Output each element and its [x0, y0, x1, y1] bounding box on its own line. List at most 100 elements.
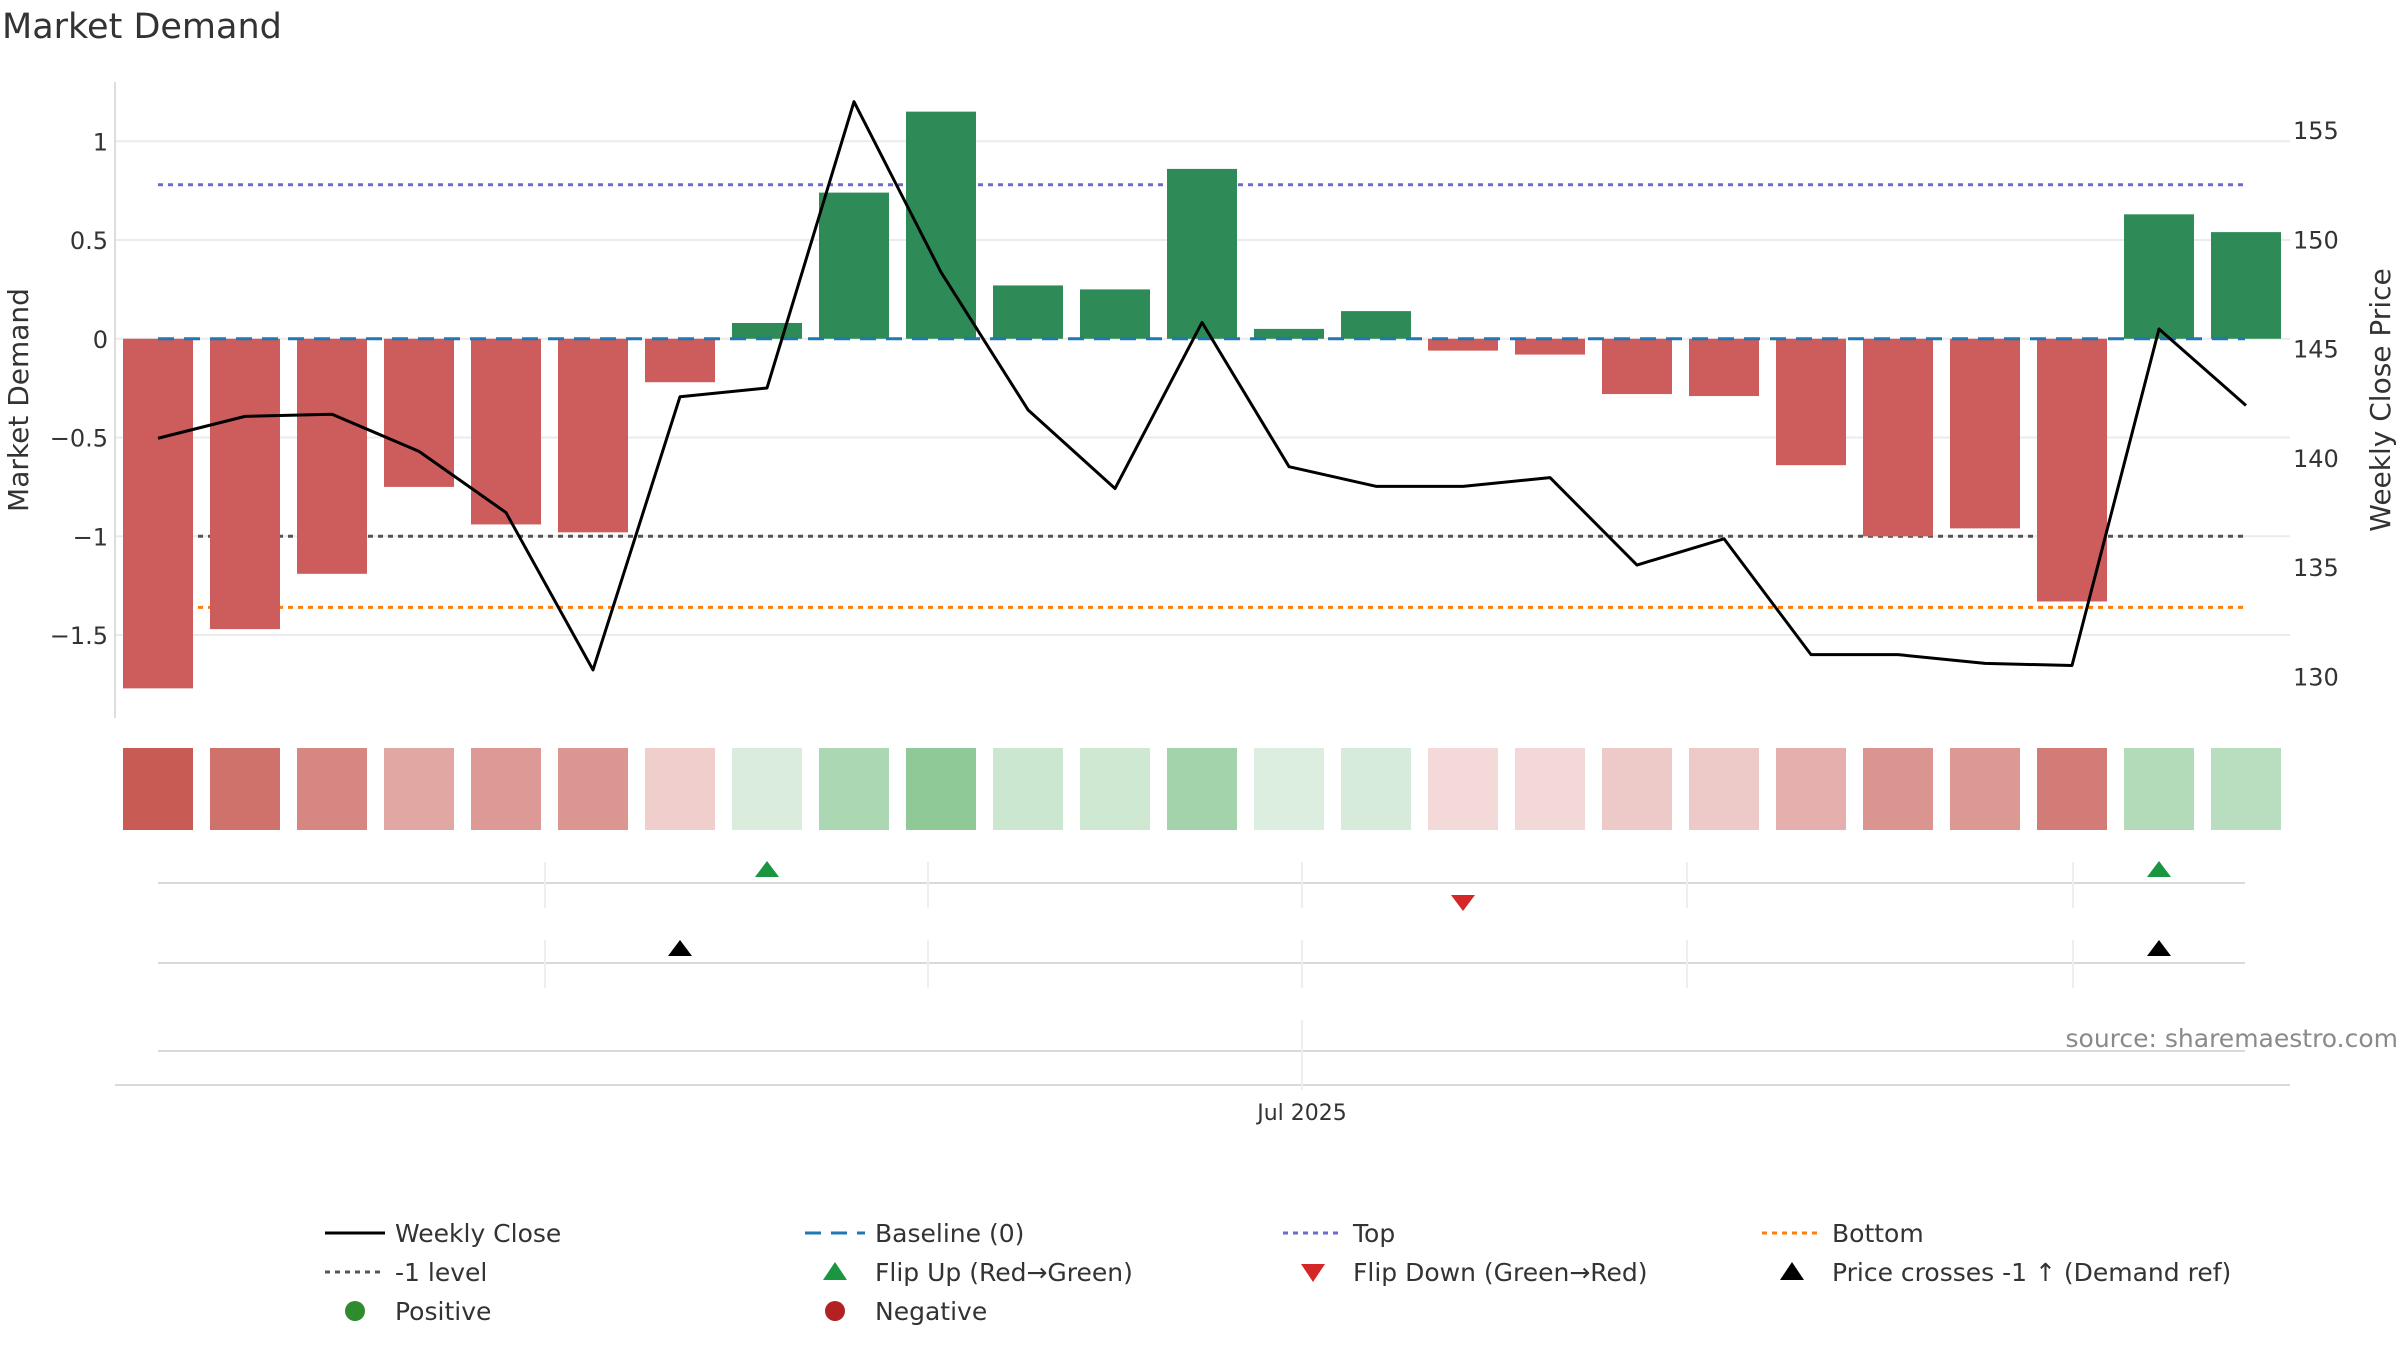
heat-cell: [993, 748, 1063, 830]
left-tick-label: 0: [93, 326, 108, 354]
heat-cell: [819, 748, 889, 830]
demand-bar-negative: [297, 338, 367, 574]
left-tick-label: −1: [73, 523, 108, 551]
axes: Market Demand Weekly Close Price: [2, 82, 2397, 718]
heat-cell: [1341, 748, 1411, 830]
heat-cell: [1602, 748, 1672, 830]
axis-ticks: 1 0.5 0 −0.5 −1 −1.5 155 150 145 140 135 130: [50, 117, 2339, 691]
demand-bar-positive: [1254, 328, 1324, 339]
heat-cell: [1863, 748, 1933, 830]
demand-bar-negative: [1428, 338, 1498, 351]
price-cross-marker-icon: [2147, 940, 2171, 956]
legend-item-positive: Positive: [345, 1297, 491, 1326]
demand-bar-negative: [1602, 338, 1672, 395]
demand-bar-negative: [1689, 338, 1759, 397]
heat-cell: [558, 748, 628, 830]
legend: Weekly Close Baseline (0) Top Bottom -1 …: [325, 1219, 2231, 1326]
demand-bar-positive: [1080, 289, 1150, 339]
heat-cell: [2211, 748, 2281, 830]
legend-swatch-flip-down-icon: [1301, 1264, 1325, 1282]
date-axis-panel: Jul 2025: [115, 1020, 2290, 1126]
legend-label-negative: Negative: [875, 1297, 987, 1326]
legend-item-flip-down: Flip Down (Green→Red): [1301, 1258, 1648, 1287]
legend-item-flip-up: Flip Up (Red→Green): [823, 1258, 1133, 1287]
legend-label-flip-down: Flip Down (Green→Red): [1353, 1258, 1648, 1287]
legend-label-baseline: Baseline (0): [875, 1219, 1024, 1248]
demand-bar-positive: [993, 285, 1063, 339]
price-cross-panel: [158, 940, 2245, 988]
heat-cell: [384, 748, 454, 830]
demand-bar-negative: [471, 338, 541, 525]
heat-cell: [471, 748, 541, 830]
legend-swatch-positive-icon: [345, 1301, 365, 1321]
legend-item-baseline: Baseline (0): [805, 1219, 1024, 1248]
weekly-close-line-group: [157, 100, 2247, 672]
right-tick-label: 150: [2293, 226, 2339, 254]
heat-cell: [1689, 748, 1759, 830]
demand-bar-negative: [645, 338, 715, 383]
right-axis-label: Weekly Close Price: [2364, 268, 2397, 531]
legend-label-price-cross: Price crosses -1 ↑ (Demand ref): [1832, 1258, 2231, 1287]
legend-item-top: Top: [1283, 1219, 1395, 1248]
demand-bar-negative: [384, 338, 454, 487]
legend-label-flip-up: Flip Up (Red→Green): [875, 1258, 1133, 1287]
heat-cell: [123, 748, 193, 830]
heat-cell: [1428, 748, 1498, 830]
heat-cell: [210, 748, 280, 830]
demand-heat-strip: [123, 748, 2281, 830]
legend-label-bottom: Bottom: [1832, 1219, 1924, 1248]
demand-bar-positive: [1341, 311, 1411, 339]
price-cross-marker-icon: [668, 940, 692, 956]
right-tick-label: 145: [2293, 336, 2339, 364]
legend-swatch-price-cross-icon: [1780, 1262, 1804, 1280]
legend-item-price-cross: Price crosses -1 ↑ (Demand ref): [1780, 1258, 2231, 1287]
demand-bar-positive: [1167, 168, 1237, 339]
heat-cell: [297, 748, 367, 830]
left-tick-label: −0.5: [50, 425, 108, 453]
flip-up-marker-icon: [755, 861, 779, 877]
flip-markers-panel: [158, 861, 2245, 911]
demand-bar-negative: [1863, 338, 1933, 537]
demand-bar-negative: [558, 338, 628, 533]
demand-bar-positive: [2211, 232, 2281, 339]
demand-bars: [123, 111, 2281, 689]
heat-cell: [732, 748, 802, 830]
legend-item-bottom: Bottom: [1762, 1219, 1924, 1248]
x-tick-label: Jul 2025: [1255, 1101, 1347, 1126]
heat-cell: [1167, 748, 1237, 830]
source-credit: source: sharemaestro.com: [2066, 1024, 2399, 1053]
demand-bar-positive: [819, 192, 889, 339]
right-tick-label: 130: [2293, 663, 2339, 691]
demand-bar-negative: [1950, 338, 2020, 529]
right-tick-label: 135: [2293, 554, 2339, 582]
legend-swatch-flip-up-icon: [823, 1262, 847, 1280]
legend-item-negative: Negative: [825, 1297, 987, 1326]
heat-cell: [1080, 748, 1150, 830]
heat-cell: [2124, 748, 2194, 830]
flip-up-marker-icon: [2147, 861, 2171, 877]
demand-bar-negative: [2037, 338, 2107, 602]
legend-swatch-negative-icon: [825, 1301, 845, 1321]
weekly-close-line: [157, 100, 2247, 672]
legend-label-top: Top: [1352, 1219, 1395, 1248]
right-tick-label: 155: [2293, 117, 2339, 145]
chart-title: Market Demand: [2, 7, 282, 47]
heat-cell: [1776, 748, 1846, 830]
left-tick-label: −1.5: [50, 622, 108, 650]
demand-bar-negative: [123, 338, 193, 689]
left-tick-label: 1: [93, 128, 108, 156]
heat-cell: [1950, 748, 2020, 830]
demand-bar-positive: [2124, 214, 2194, 339]
legend-item-weekly-close: Weekly Close: [325, 1219, 561, 1248]
heat-cell: [906, 748, 976, 830]
demand-bar-negative: [1515, 338, 1585, 355]
demand-bar-negative: [1776, 338, 1846, 466]
left-axis-label: Market Demand: [2, 288, 35, 512]
legend-label-minus-one: -1 level: [395, 1258, 487, 1287]
legend-label-weekly-close: Weekly Close: [395, 1219, 561, 1248]
demand-bar-negative: [210, 338, 280, 630]
demand-bar-positive: [732, 322, 802, 339]
flip-down-marker-icon: [1451, 895, 1475, 911]
